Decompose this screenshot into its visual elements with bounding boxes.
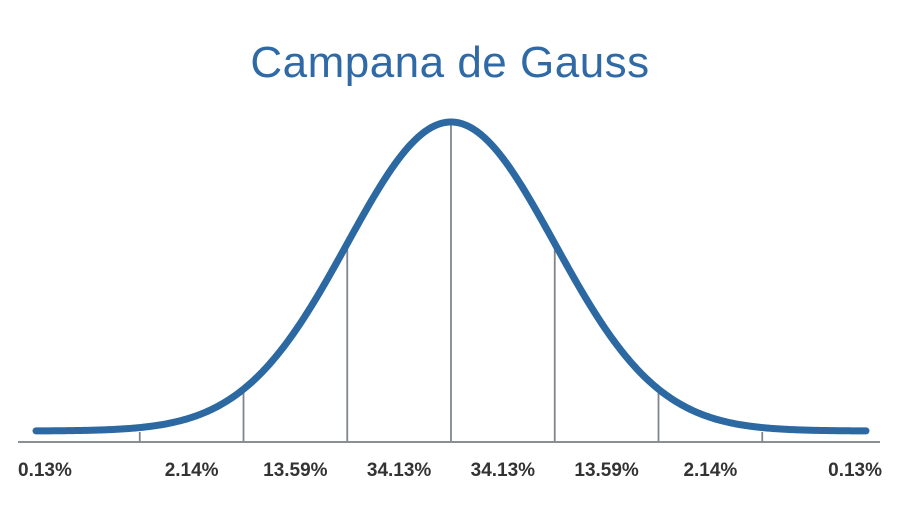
segment-percentage-label: 2.14% [683,460,737,481]
segment-percentage-label: 13.59% [574,460,639,481]
segment-percentage-label: 13.59% [263,460,328,481]
axis-ticks [138,432,764,442]
segment-percentage-label: 34.13% [471,460,536,481]
divider-lines [242,124,660,442]
segment-percentage-label: 0.13% [18,460,72,481]
gauss-curve [32,118,870,435]
percentage-labels: 0.13% 2.14% 13.59% 34.13% 34.13% 13.59% 2.14% 0… [18,460,882,481]
segment-percentage-label: 0.13% [828,460,882,481]
segment-percentage-label: 2.14% [165,460,219,481]
segment-percentage-label: 34.13% [367,460,432,481]
chart-title: Campana de Gauss [250,38,650,87]
